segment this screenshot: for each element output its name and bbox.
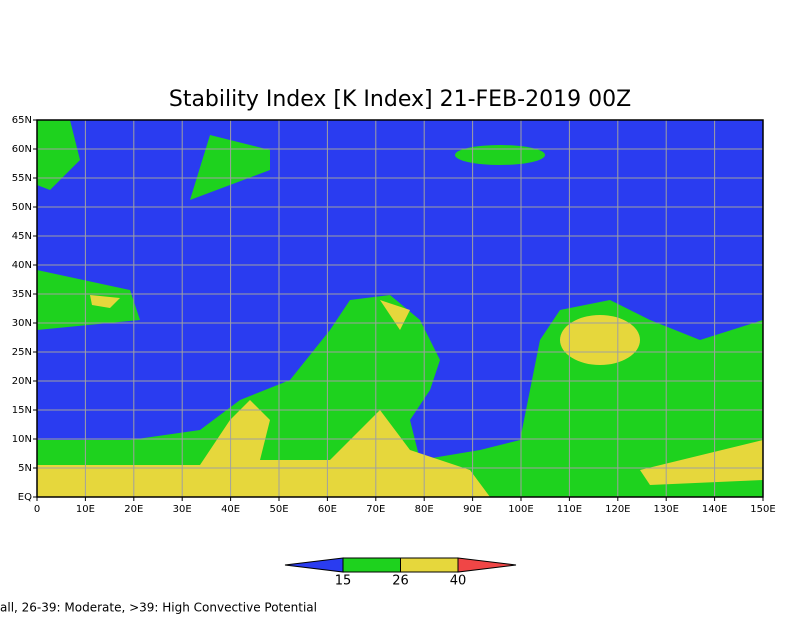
x-tick-label: 120E [605,504,630,515]
x-tick-label: 0 [34,504,40,515]
moderate-region [37,120,80,190]
colorbar: 15 26 40 [284,557,517,589]
y-tick-label: 60N [12,144,32,155]
y-tick-label: 50N [12,202,32,213]
map-frame [36,119,764,498]
x-tick-label: 10E [76,504,95,515]
y-tick-label: 30N [12,318,32,329]
y-tick-label: 10N [12,434,32,445]
moderate-region [455,145,545,165]
y-tick-label: EQ [18,492,32,503]
x-tick-label: 70E [366,504,385,515]
colorbar-segment [457,557,517,573]
x-tick-label: 50E [269,504,288,515]
x-tick-label: 140E [702,504,727,515]
high-region [37,400,490,497]
colorbar-segment [284,557,344,573]
x-tick-label: 110E [557,504,582,515]
x-tick-label: 40E [221,504,240,515]
x-tick-label: 100E [508,504,533,515]
x-tick-label: 150E [750,504,775,515]
colorbar-segment [342,557,401,573]
y-tick-label: 45N [12,231,32,242]
y-tick-label: 40N [12,260,32,271]
x-tick-label: 30E [173,504,192,515]
map-field [37,120,763,497]
caption: all, 26-39: Moderate, >39: High Convecti… [0,601,317,615]
y-tick-label: 65N [12,115,32,126]
y-tick-label: 15N [12,405,32,416]
x-tick-label: 130E [653,504,678,515]
y-tick-label: 25N [12,347,32,358]
high-region [90,295,120,308]
map-title: Stability Index [K Index] 21-FEB-2019 00… [169,87,631,112]
y-tick-label: 35N [12,289,32,300]
colorbar-label: 40 [450,574,467,589]
x-tick-label: 80E [415,504,434,515]
y-tick-label: 5N [18,463,32,474]
x-tick-label: 20E [124,504,143,515]
moderate-region [190,135,270,200]
high-region [640,440,763,485]
x-tick-label: 60E [318,504,337,515]
moderate-region [37,270,140,330]
colorbar-label: 26 [392,574,409,589]
x-tick-label: 90E [463,504,482,515]
colorbar-label: 15 [335,574,352,589]
colorbar-segment [400,557,459,573]
grid [33,119,764,501]
y-tick-label: 55N [12,173,32,184]
y-tick-label: 20N [12,376,32,387]
